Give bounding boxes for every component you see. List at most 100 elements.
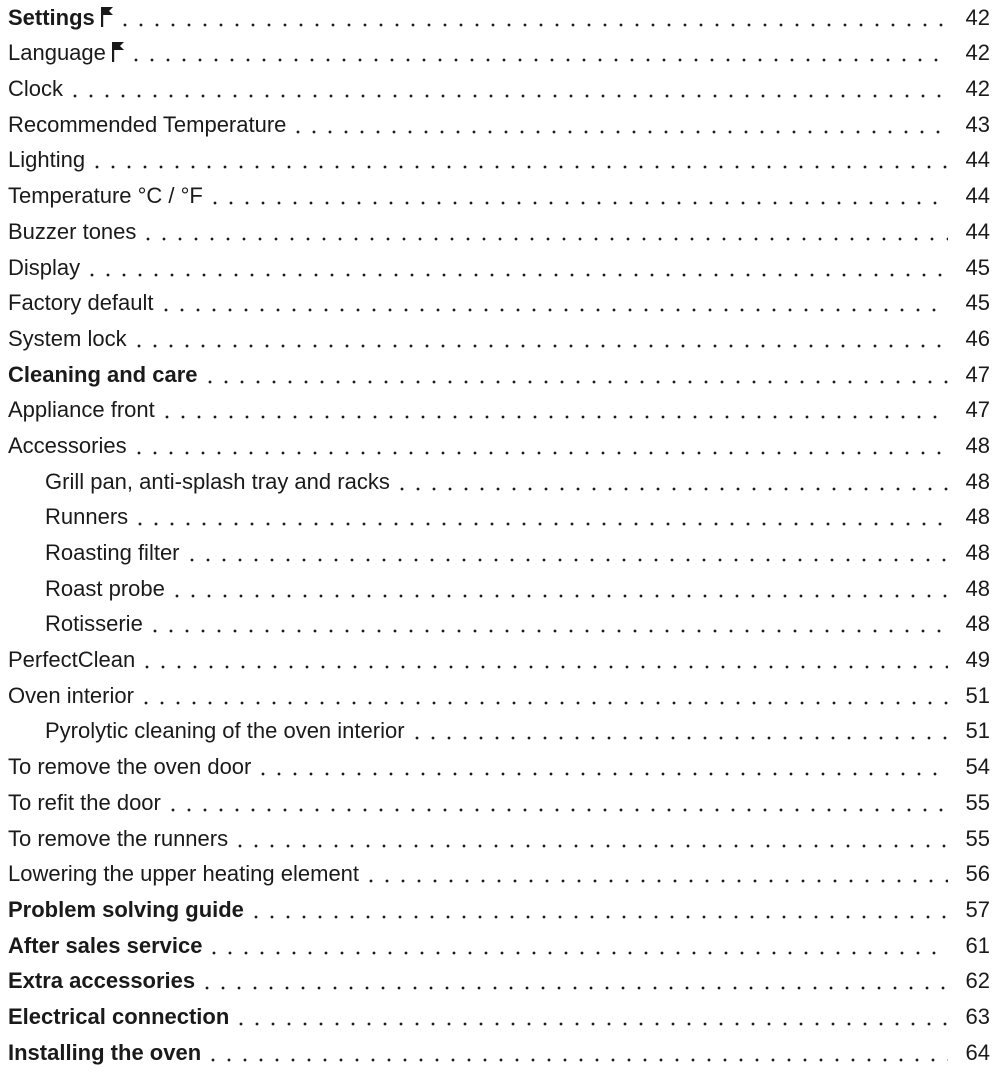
dot-leader (197, 986, 948, 991)
toc-entry[interactable]: Appliance front 47 (0, 393, 998, 429)
toc-entry-title-text: Lighting (8, 147, 86, 173)
toc-entry[interactable]: Display 45 (0, 250, 998, 286)
toc-entry-title: Language (0, 40, 126, 66)
toc-entry-page: 48 (948, 469, 998, 494)
dot-leader (253, 772, 948, 777)
toc-entry-title: Recommended Temperature (0, 111, 289, 137)
toc-entry[interactable]: Lowering the upper heating element 56 (0, 857, 998, 893)
toc-entry-title: Temperature °C / °F (0, 184, 205, 209)
toc-entry[interactable]: Pyrolytic cleaning of the oven interior 5… (0, 714, 998, 750)
toc-entry-page: 61 (948, 933, 998, 958)
toc-entry-title-text: Problem solving guide (8, 896, 244, 922)
toc-entry-title-text: Language (8, 40, 106, 66)
toc-entry-title-text: Accessories (8, 432, 127, 458)
dot-leader (114, 22, 948, 27)
toc-entry-page: 42 (948, 77, 998, 102)
toc-entry-title-text: PerfectClean (8, 647, 136, 673)
toc-entry-title-text: System lock (8, 325, 127, 351)
dot-leader (87, 165, 948, 170)
toc-entry[interactable]: Rotisserie 48 (0, 607, 998, 643)
toc-entry[interactable]: Cleaning and care 47 (0, 357, 998, 393)
toc-entry-page: 47 (948, 398, 998, 423)
toc-entry-title-text: Grill pan, anti-splash tray and racks (45, 468, 390, 494)
toc-entry[interactable]: System lock 46 (0, 321, 998, 357)
toc-entry-title-text: Settings (8, 4, 95, 30)
toc-entry[interactable]: After sales service 61 (0, 928, 998, 964)
toc-entry[interactable]: Installing the oven 64 (0, 1035, 998, 1071)
dot-leader (82, 272, 948, 277)
toc-entry-title-text: Recommended Temperature (8, 111, 287, 137)
toc-entry[interactable]: Recommended Temperature 43 (0, 107, 998, 143)
toc-entry-title-text: After sales service (8, 932, 203, 958)
toc-entry[interactable]: Problem solving guide 57 (0, 892, 998, 928)
flag-icon (111, 42, 124, 63)
toc-entry[interactable]: Settings 42 (0, 0, 998, 36)
dot-leader (361, 879, 948, 884)
toc-entry-title: Cleaning and care (0, 362, 200, 387)
toc-entry-title: Runners (0, 505, 131, 530)
toc-entry[interactable]: Runners 48 (0, 500, 998, 536)
toc-entry[interactable]: Factory default 45 (0, 286, 998, 322)
toc-entry-title: Lowering the upper heating element (0, 862, 362, 887)
toc-entry-title: Rotisserie (0, 612, 145, 637)
toc-entry-page: 45 (948, 291, 998, 316)
toc-entry[interactable]: Buzzer tones 44 (0, 214, 998, 250)
toc-entry-title: Clock (0, 76, 66, 102)
toc-entry[interactable]: To refit the door 55 (0, 785, 998, 821)
dot-leader (406, 736, 948, 741)
toc-entry-page: 44 (948, 148, 998, 173)
toc-entry-page: 63 (948, 1004, 998, 1029)
toc-entry[interactable]: Lighting 44 (0, 143, 998, 179)
toc-entry-title: Grill pan, anti-splash tray and racks (0, 468, 392, 494)
toc-entry-title: Extra accessories (0, 969, 198, 994)
toc-entry-title: Display (0, 255, 83, 280)
toc-entry-title: Buzzer tones (0, 219, 139, 244)
toc-entry[interactable]: Extra accessories 62 (0, 964, 998, 1000)
toc-entry-page: 55 (948, 826, 998, 851)
toc-entry-title: To refit the door (0, 790, 163, 815)
toc-entry-title: Appliance front (0, 397, 157, 423)
dot-leader (203, 1057, 948, 1062)
toc-entry-title-text: Clock (8, 76, 64, 102)
toc-entry[interactable]: To remove the oven door 54 (0, 749, 998, 785)
toc-entry[interactable]: Clock 42 (0, 71, 998, 107)
toc-entry-title-text: Oven interior (8, 682, 134, 708)
toc-entry-title-text: Electrical connection (8, 1003, 230, 1029)
dot-leader (230, 843, 948, 848)
toc-entry-page: 51 (948, 683, 998, 708)
toc-entry-page: 55 (948, 790, 998, 815)
dot-leader (391, 486, 948, 491)
toc-entry-page: 57 (948, 897, 998, 922)
toc-entry[interactable]: Language 42 (0, 36, 998, 72)
toc-entry[interactable]: Electrical connection 63 (0, 999, 998, 1035)
toc-entry[interactable]: Roast probe 48 (0, 571, 998, 607)
toc-entry[interactable]: Roasting filter 48 (0, 535, 998, 571)
toc-entry-title: To remove the runners (0, 825, 231, 851)
toc-entry[interactable]: Oven interior 51 (0, 678, 998, 714)
toc-entry-title-text: To remove the oven door (8, 754, 252, 780)
toc-entry-page: 47 (948, 362, 998, 387)
toc-entry-title: Settings (0, 4, 115, 30)
dot-leader (144, 629, 948, 634)
toc-entry[interactable]: Temperature °C / °F 44 (0, 178, 998, 214)
toc-entry-page: 43 (948, 112, 998, 137)
toc-entry[interactable]: PerfectClean 49 (0, 642, 998, 678)
toc-entry[interactable]: Accessories 48 (0, 428, 998, 464)
toc-entry[interactable]: Grill pan, anti-splash tray and racks 48 (0, 464, 998, 500)
toc-entry-title-text: Factory default (8, 290, 154, 316)
toc-entry-page: 42 (948, 5, 998, 30)
toc-entry-title: Problem solving guide (0, 896, 246, 922)
toc-entry-title: PerfectClean (0, 647, 138, 673)
dot-leader (155, 308, 948, 313)
toc-entry-page: 42 (948, 41, 998, 66)
toc-entry[interactable]: To remove the runners 55 (0, 821, 998, 857)
dot-leader (138, 236, 948, 241)
dot-leader (128, 343, 948, 348)
toc-entry-title-text: Appliance front (8, 397, 155, 423)
dot-leader (125, 58, 948, 63)
toc-entry-title: Installing the oven (0, 1040, 204, 1065)
toc-entry-title-text: To remove the runners (8, 825, 229, 851)
toc-entry-title: Electrical connection (0, 1003, 232, 1029)
toc-entry-page: 62 (948, 969, 998, 994)
toc-entry-page: 48 (948, 576, 998, 601)
